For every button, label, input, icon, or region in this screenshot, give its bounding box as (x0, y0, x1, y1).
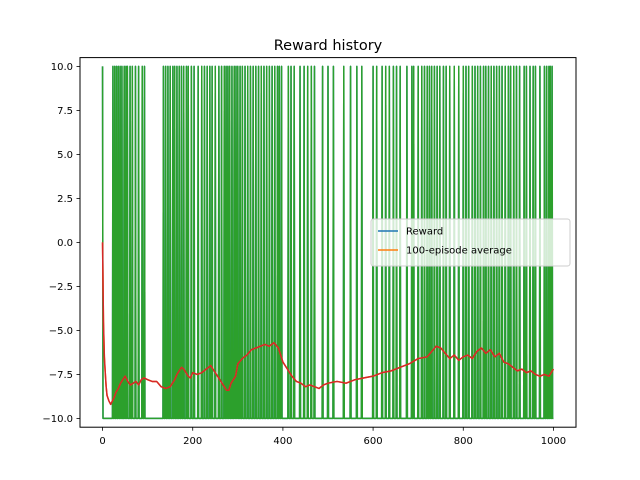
y-tick-label: 10.0 (51, 62, 73, 73)
y-tick-label: −2.5 (49, 282, 73, 293)
legend-label: Reward (406, 227, 443, 238)
y-axis: 10.0 7.5 5.0 2.5 0.0 −2.5 −5.0 −7.5 −10.0 (42, 62, 80, 425)
x-tick-label: 800 (454, 436, 473, 447)
chart-title: Reward history (274, 38, 383, 54)
y-tick-label: 7.5 (57, 106, 73, 117)
y-tick-label: 0.0 (57, 238, 73, 249)
legend-label: 100-episode average (406, 246, 512, 257)
y-tick-label: 2.5 (57, 194, 73, 205)
y-tick-label: 5.0 (57, 150, 73, 161)
x-tick-label: 400 (273, 436, 292, 447)
series-line-reward-overlay (101, 65, 554, 420)
x-tick-label: 200 (183, 436, 202, 447)
x-tick-label: 0 (99, 436, 105, 447)
y-tick-label: −10.0 (42, 414, 73, 425)
legend: Reward 100-episode average (370, 218, 571, 267)
y-tick-label: −5.0 (49, 326, 73, 337)
plot-area (101, 65, 555, 420)
y-tick-label: −7.5 (49, 370, 73, 381)
series-line-100-episode-average-overlay (101, 242, 555, 406)
x-axis: 0 200 400 600 800 1000 (99, 427, 566, 447)
x-tick-label: 1000 (541, 436, 566, 447)
x-tick-label: 600 (364, 436, 383, 447)
legend-box (370, 218, 571, 267)
